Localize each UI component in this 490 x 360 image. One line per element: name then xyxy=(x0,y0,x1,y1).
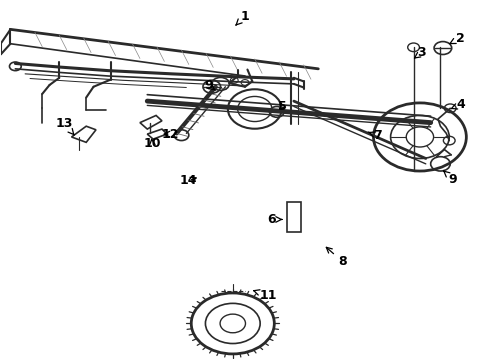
FancyBboxPatch shape xyxy=(287,202,301,232)
Text: 1: 1 xyxy=(236,10,249,25)
Text: 9: 9 xyxy=(443,171,458,186)
Text: 14: 14 xyxy=(180,174,197,187)
Text: 5: 5 xyxy=(278,100,287,113)
Text: 10: 10 xyxy=(144,137,161,150)
Text: 9: 9 xyxy=(204,79,216,92)
Text: 4: 4 xyxy=(451,98,465,111)
Text: 12: 12 xyxy=(162,127,179,141)
Text: 8: 8 xyxy=(326,247,347,268)
Text: 3: 3 xyxy=(415,46,426,59)
Text: 13: 13 xyxy=(55,117,74,135)
Text: 2: 2 xyxy=(450,32,465,45)
Text: 7: 7 xyxy=(368,129,382,143)
Text: 11: 11 xyxy=(254,289,277,302)
Text: 6: 6 xyxy=(268,213,282,226)
